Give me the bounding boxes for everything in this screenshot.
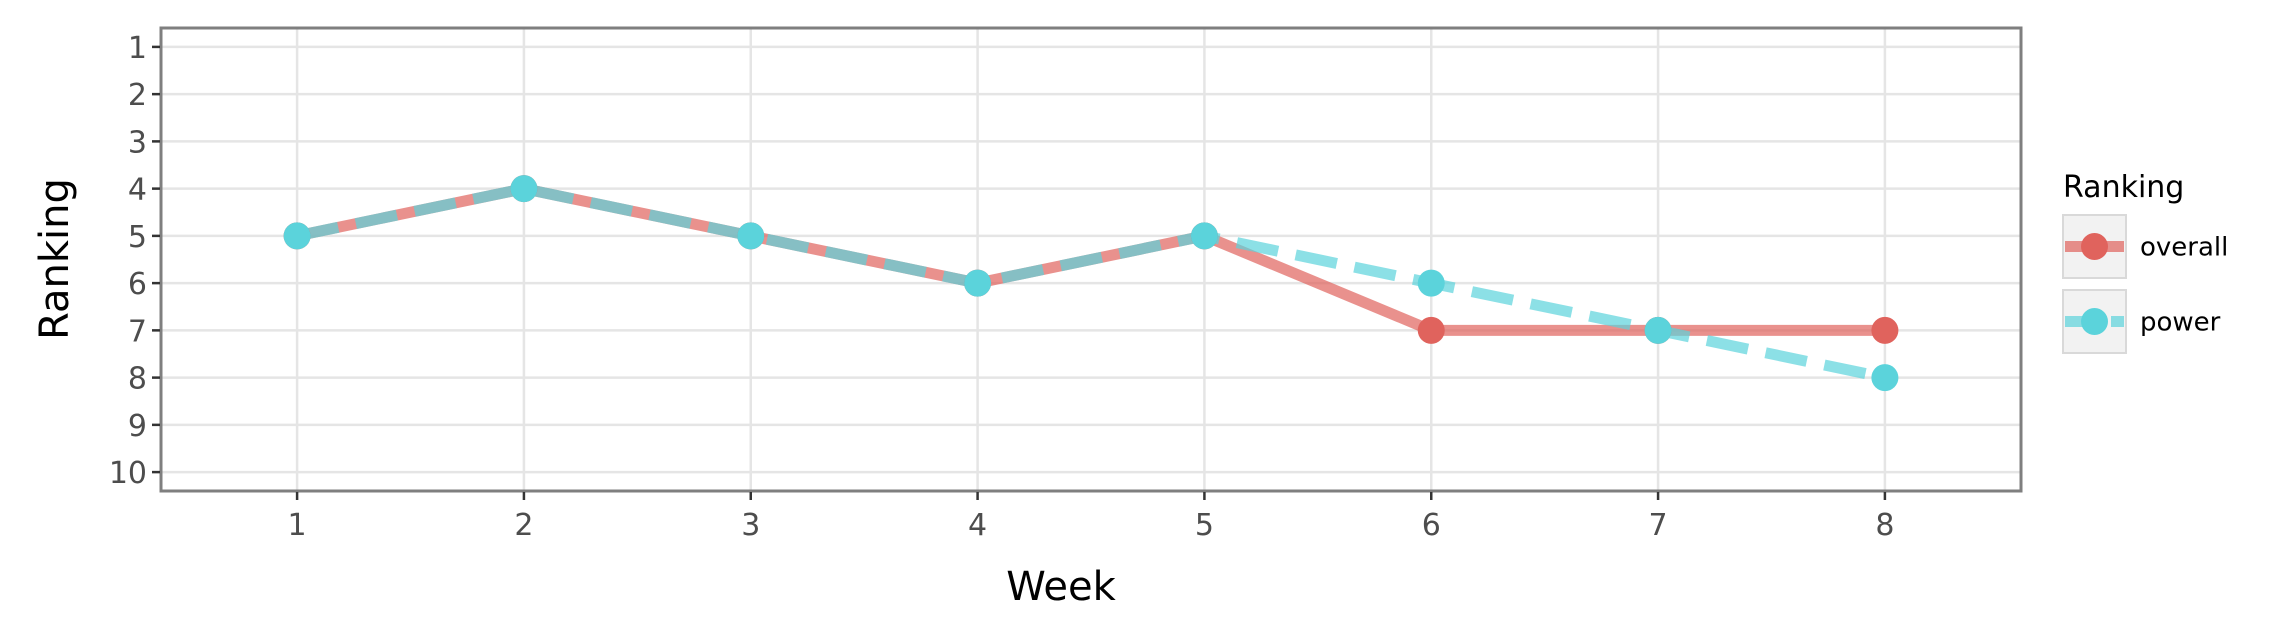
series-lines xyxy=(295,183,1887,383)
data-point-power xyxy=(1644,316,1672,344)
data-point-overall xyxy=(1417,316,1445,344)
x-axis-title: Week xyxy=(1006,564,1116,610)
data-point-power xyxy=(510,175,538,203)
y-axis-title: Ranking xyxy=(32,178,78,340)
x-tick-label: 4 xyxy=(968,508,987,543)
x-tick-label: 7 xyxy=(1649,508,1668,543)
y-tick-label: 8 xyxy=(128,362,147,397)
data-point-overall xyxy=(1871,316,1899,344)
x-tick-label: 8 xyxy=(1875,508,1894,543)
x-tick-label: 2 xyxy=(514,508,533,543)
data-point-power xyxy=(283,222,311,250)
y-tick-label: 5 xyxy=(128,220,147,255)
x-tick-label: 6 xyxy=(1422,508,1441,543)
legend-label-overall: overall xyxy=(2140,233,2228,263)
x-tick-label: 5 xyxy=(1195,508,1214,543)
data-point-power xyxy=(1190,222,1218,250)
legend-marker-overall xyxy=(2081,233,2108,260)
data-point-power xyxy=(964,269,992,297)
legend-title: Ranking xyxy=(2063,170,2184,205)
x-tick-label: 3 xyxy=(741,508,760,543)
series-line-power xyxy=(295,183,1887,383)
y-tick-label: 4 xyxy=(128,173,147,208)
data-point-power xyxy=(737,222,765,250)
plot-panel-border xyxy=(159,26,2023,493)
y-tick-label: 10 xyxy=(109,456,147,491)
y-tick-label: 2 xyxy=(128,78,147,113)
legend-items: overall power xyxy=(2062,214,2228,354)
legend-marker-power xyxy=(2081,308,2108,335)
legend-label-power: power xyxy=(2140,308,2221,338)
y-tick-label: 3 xyxy=(128,125,147,160)
y-tick-label: 1 xyxy=(128,31,147,66)
grid-lines xyxy=(161,28,2021,491)
x-tick-label: 1 xyxy=(288,508,307,543)
series-points xyxy=(283,175,1899,392)
y-tick-label: 6 xyxy=(128,267,147,302)
y-tick-label: 9 xyxy=(128,409,147,444)
axis-ticks: 1 2 3 4 5 6 7 8 1 2 3 4 5 6 7 8 9 10 xyxy=(109,31,1895,543)
legend: Ranking overall power xyxy=(2062,170,2228,354)
data-point-power xyxy=(1871,364,1899,392)
y-tick-label: 7 xyxy=(128,314,147,349)
data-point-power xyxy=(1417,269,1445,297)
